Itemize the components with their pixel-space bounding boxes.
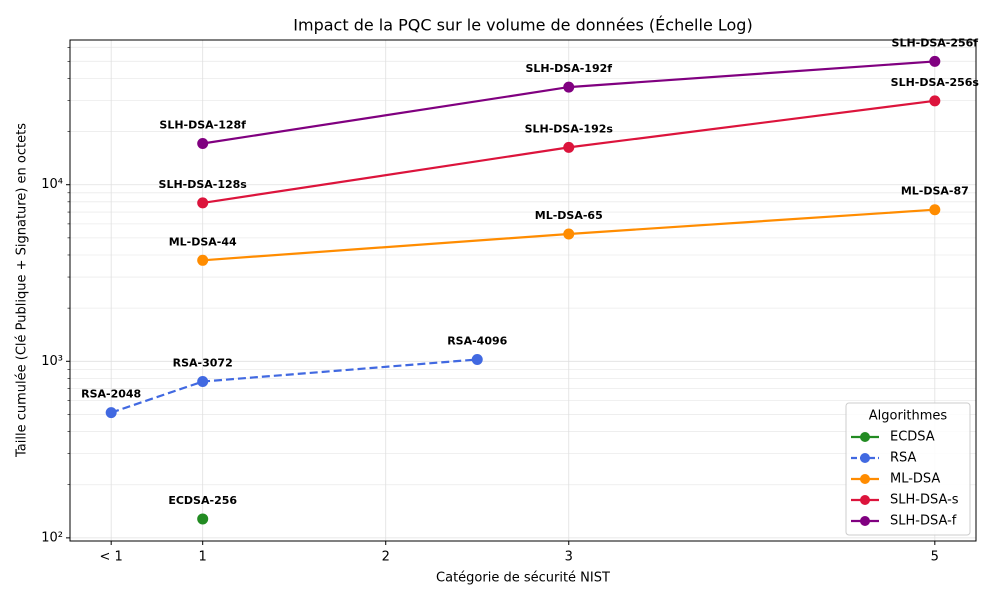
point-label: SLH-DSA-192s bbox=[525, 122, 614, 135]
plot-frame bbox=[69, 39, 977, 542]
point-label: RSA-3072 bbox=[173, 357, 233, 370]
point-label: SLH-DSA-128s bbox=[159, 178, 248, 191]
point-label: ML-DSA-87 bbox=[901, 185, 969, 198]
data-point bbox=[105, 407, 117, 419]
data-point bbox=[929, 95, 941, 107]
data-point bbox=[929, 204, 941, 216]
data-point bbox=[563, 141, 575, 153]
point-label: ML-DSA-65 bbox=[535, 209, 603, 222]
x-tick-label: 3 bbox=[565, 550, 573, 565]
legend-label: RSA bbox=[890, 451, 917, 466]
point-label: SLH-DSA-256s bbox=[891, 76, 980, 89]
data-point bbox=[929, 55, 941, 67]
data-point bbox=[197, 197, 209, 209]
legend-label: SLH-DSA-s bbox=[890, 493, 959, 508]
x-tick-label: 5 bbox=[931, 550, 939, 565]
point-label: SLH-DSA-256f bbox=[892, 36, 979, 49]
legend-marker bbox=[860, 495, 870, 505]
legend-label: ML-DSA bbox=[890, 472, 940, 487]
x-tick-label: 2 bbox=[382, 550, 390, 565]
legend-marker bbox=[860, 432, 870, 442]
legend-marker bbox=[860, 474, 870, 484]
data-point bbox=[197, 376, 209, 388]
data-point bbox=[563, 228, 575, 240]
legend-marker bbox=[860, 453, 870, 463]
data-point bbox=[197, 513, 209, 525]
legend-label: ECDSA bbox=[890, 430, 935, 445]
legend-marker bbox=[860, 516, 870, 526]
legend-label: SLH-DSA-f bbox=[890, 514, 957, 529]
x-tick-label: < 1 bbox=[100, 550, 123, 565]
data-point bbox=[563, 81, 575, 93]
y-tick-label: 10⁴ bbox=[41, 177, 63, 192]
data-point bbox=[471, 353, 483, 365]
point-label: ML-DSA-44 bbox=[169, 235, 237, 248]
x-axis-label: Catégorie de sécurité NIST bbox=[436, 571, 610, 586]
data-point bbox=[197, 137, 209, 149]
point-label: RSA-4096 bbox=[447, 334, 507, 347]
y-axis-label: Taille cumulée (Clé Publique + Signature… bbox=[15, 123, 30, 458]
data-point bbox=[197, 254, 209, 266]
y-tick-label: 10³ bbox=[41, 354, 63, 369]
point-label: SLH-DSA-128f bbox=[159, 118, 246, 131]
legend-title: Algorithmes bbox=[869, 409, 948, 424]
x-tick-label: 1 bbox=[199, 550, 207, 565]
y-tick-label: 10² bbox=[41, 530, 63, 545]
point-label: RSA-2048 bbox=[81, 388, 141, 401]
point-label: ECDSA-256 bbox=[168, 494, 237, 507]
chart-title: Impact de la PQC sur le volume de donnée… bbox=[293, 16, 752, 35]
point-label: SLH-DSA-192f bbox=[525, 62, 612, 75]
